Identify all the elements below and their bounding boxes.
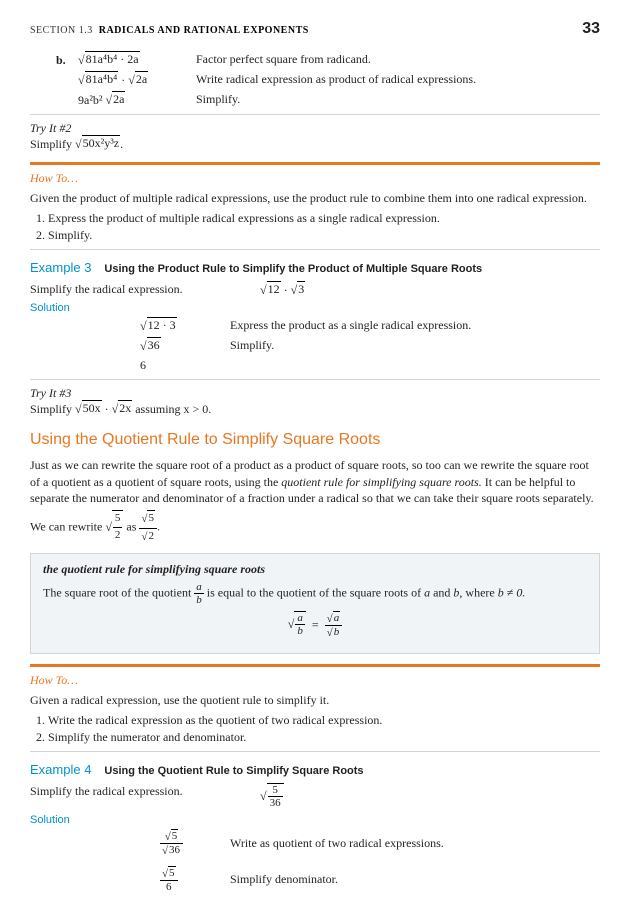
divider xyxy=(30,114,600,115)
example-4-steps: 536Write as quotient of two radical expr… xyxy=(160,830,600,893)
section-number: SECTION 1.3 xyxy=(30,25,93,36)
example-4-title: Using the Quotient Rule to Simplify Squa… xyxy=(104,765,363,777)
divider xyxy=(30,249,600,250)
tryit-3-label: Try It #3 xyxy=(30,386,600,401)
example-4-header: Example 4 Using the Quotient Rule to Sim… xyxy=(30,762,600,778)
example-4-prompt: Simplify the radical expression. 536 xyxy=(30,784,600,810)
howto-2-intro: Given a radical expression, use the quot… xyxy=(30,692,600,709)
howto-1-steps: Express the product of multiple radical … xyxy=(30,211,600,243)
example-4-label: Example 4 xyxy=(30,762,91,777)
quotient-rule-box: the quotient rule for simplifying square… xyxy=(30,553,600,654)
howto2-step2: Simplify the numerator and denominator. xyxy=(48,730,600,745)
example-3-solution-label: Solution xyxy=(30,302,600,314)
howto1-step2: Simplify. xyxy=(48,228,600,243)
tryit-2-text: Simplify 50x²y³z. xyxy=(30,136,600,152)
page-number: 33 xyxy=(582,20,600,38)
intro-step-1: b.81a⁴b⁴ · 2a Factor perfect square from… xyxy=(56,52,600,68)
section-title: RADICALS AND RATIONAL EXPONENTS xyxy=(99,25,309,36)
intro-step3-desc: Simplify. xyxy=(196,92,600,108)
example-3-steps: 12 · 3Express the product as a single ra… xyxy=(140,318,600,373)
rule-text: The square root of the quotient ab is eq… xyxy=(43,581,587,606)
page-header: SECTION 1.3 RADICALS AND RATIONAL EXPONE… xyxy=(30,20,600,38)
intro-step2-desc: Write radical expression as product of r… xyxy=(196,72,600,88)
intro-step-2: 81a⁴b⁴ · 2a Write radical expression as … xyxy=(56,72,600,88)
howto2-step1: Write the radical expression as the quot… xyxy=(48,713,600,728)
howto-2-label: How To… xyxy=(30,673,600,688)
divider xyxy=(30,751,600,752)
example-3-prompt: Simplify the radical expression. 12 · 3 xyxy=(30,282,600,298)
example-3-label: Example 3 xyxy=(30,260,91,275)
rule-title: the quotient rule for simplifying square… xyxy=(43,562,587,577)
orange-divider xyxy=(30,664,600,667)
divider xyxy=(30,379,600,380)
howto-1-intro: Given the product of multiple radical ex… xyxy=(30,190,600,207)
orange-divider xyxy=(30,162,600,165)
example-3-title: Using the Product Rule to Simplify the P… xyxy=(104,263,482,275)
quotient-para: Just as we can rewrite the square root o… xyxy=(30,457,600,507)
tryit-3-text: Simplify 50x · 2x assuming x > 0. xyxy=(30,401,600,417)
howto-2-steps: Write the radical expression as the quot… xyxy=(30,713,600,745)
intro-step-3: 9a²b² 2a Simplify. xyxy=(56,92,600,108)
example-4-solution-label: Solution xyxy=(30,814,600,826)
howto1-step1: Express the product of multiple radical … xyxy=(48,211,600,226)
tryit-2-label: Try It #2 xyxy=(30,121,600,136)
quotient-rewrite: We can rewrite 52 as 52. xyxy=(30,511,600,545)
quotient-heading: Using the Quotient Rule to Simplify Squa… xyxy=(30,431,600,449)
example-3-header: Example 3 Using the Product Rule to Simp… xyxy=(30,260,600,276)
section-label: SECTION 1.3 RADICALS AND RATIONAL EXPONE… xyxy=(30,25,309,36)
howto-1-label: How To… xyxy=(30,171,600,186)
intro-step1-desc: Factor perfect square from radicand. xyxy=(196,52,600,68)
rule-equation: ab = ab xyxy=(43,612,587,639)
